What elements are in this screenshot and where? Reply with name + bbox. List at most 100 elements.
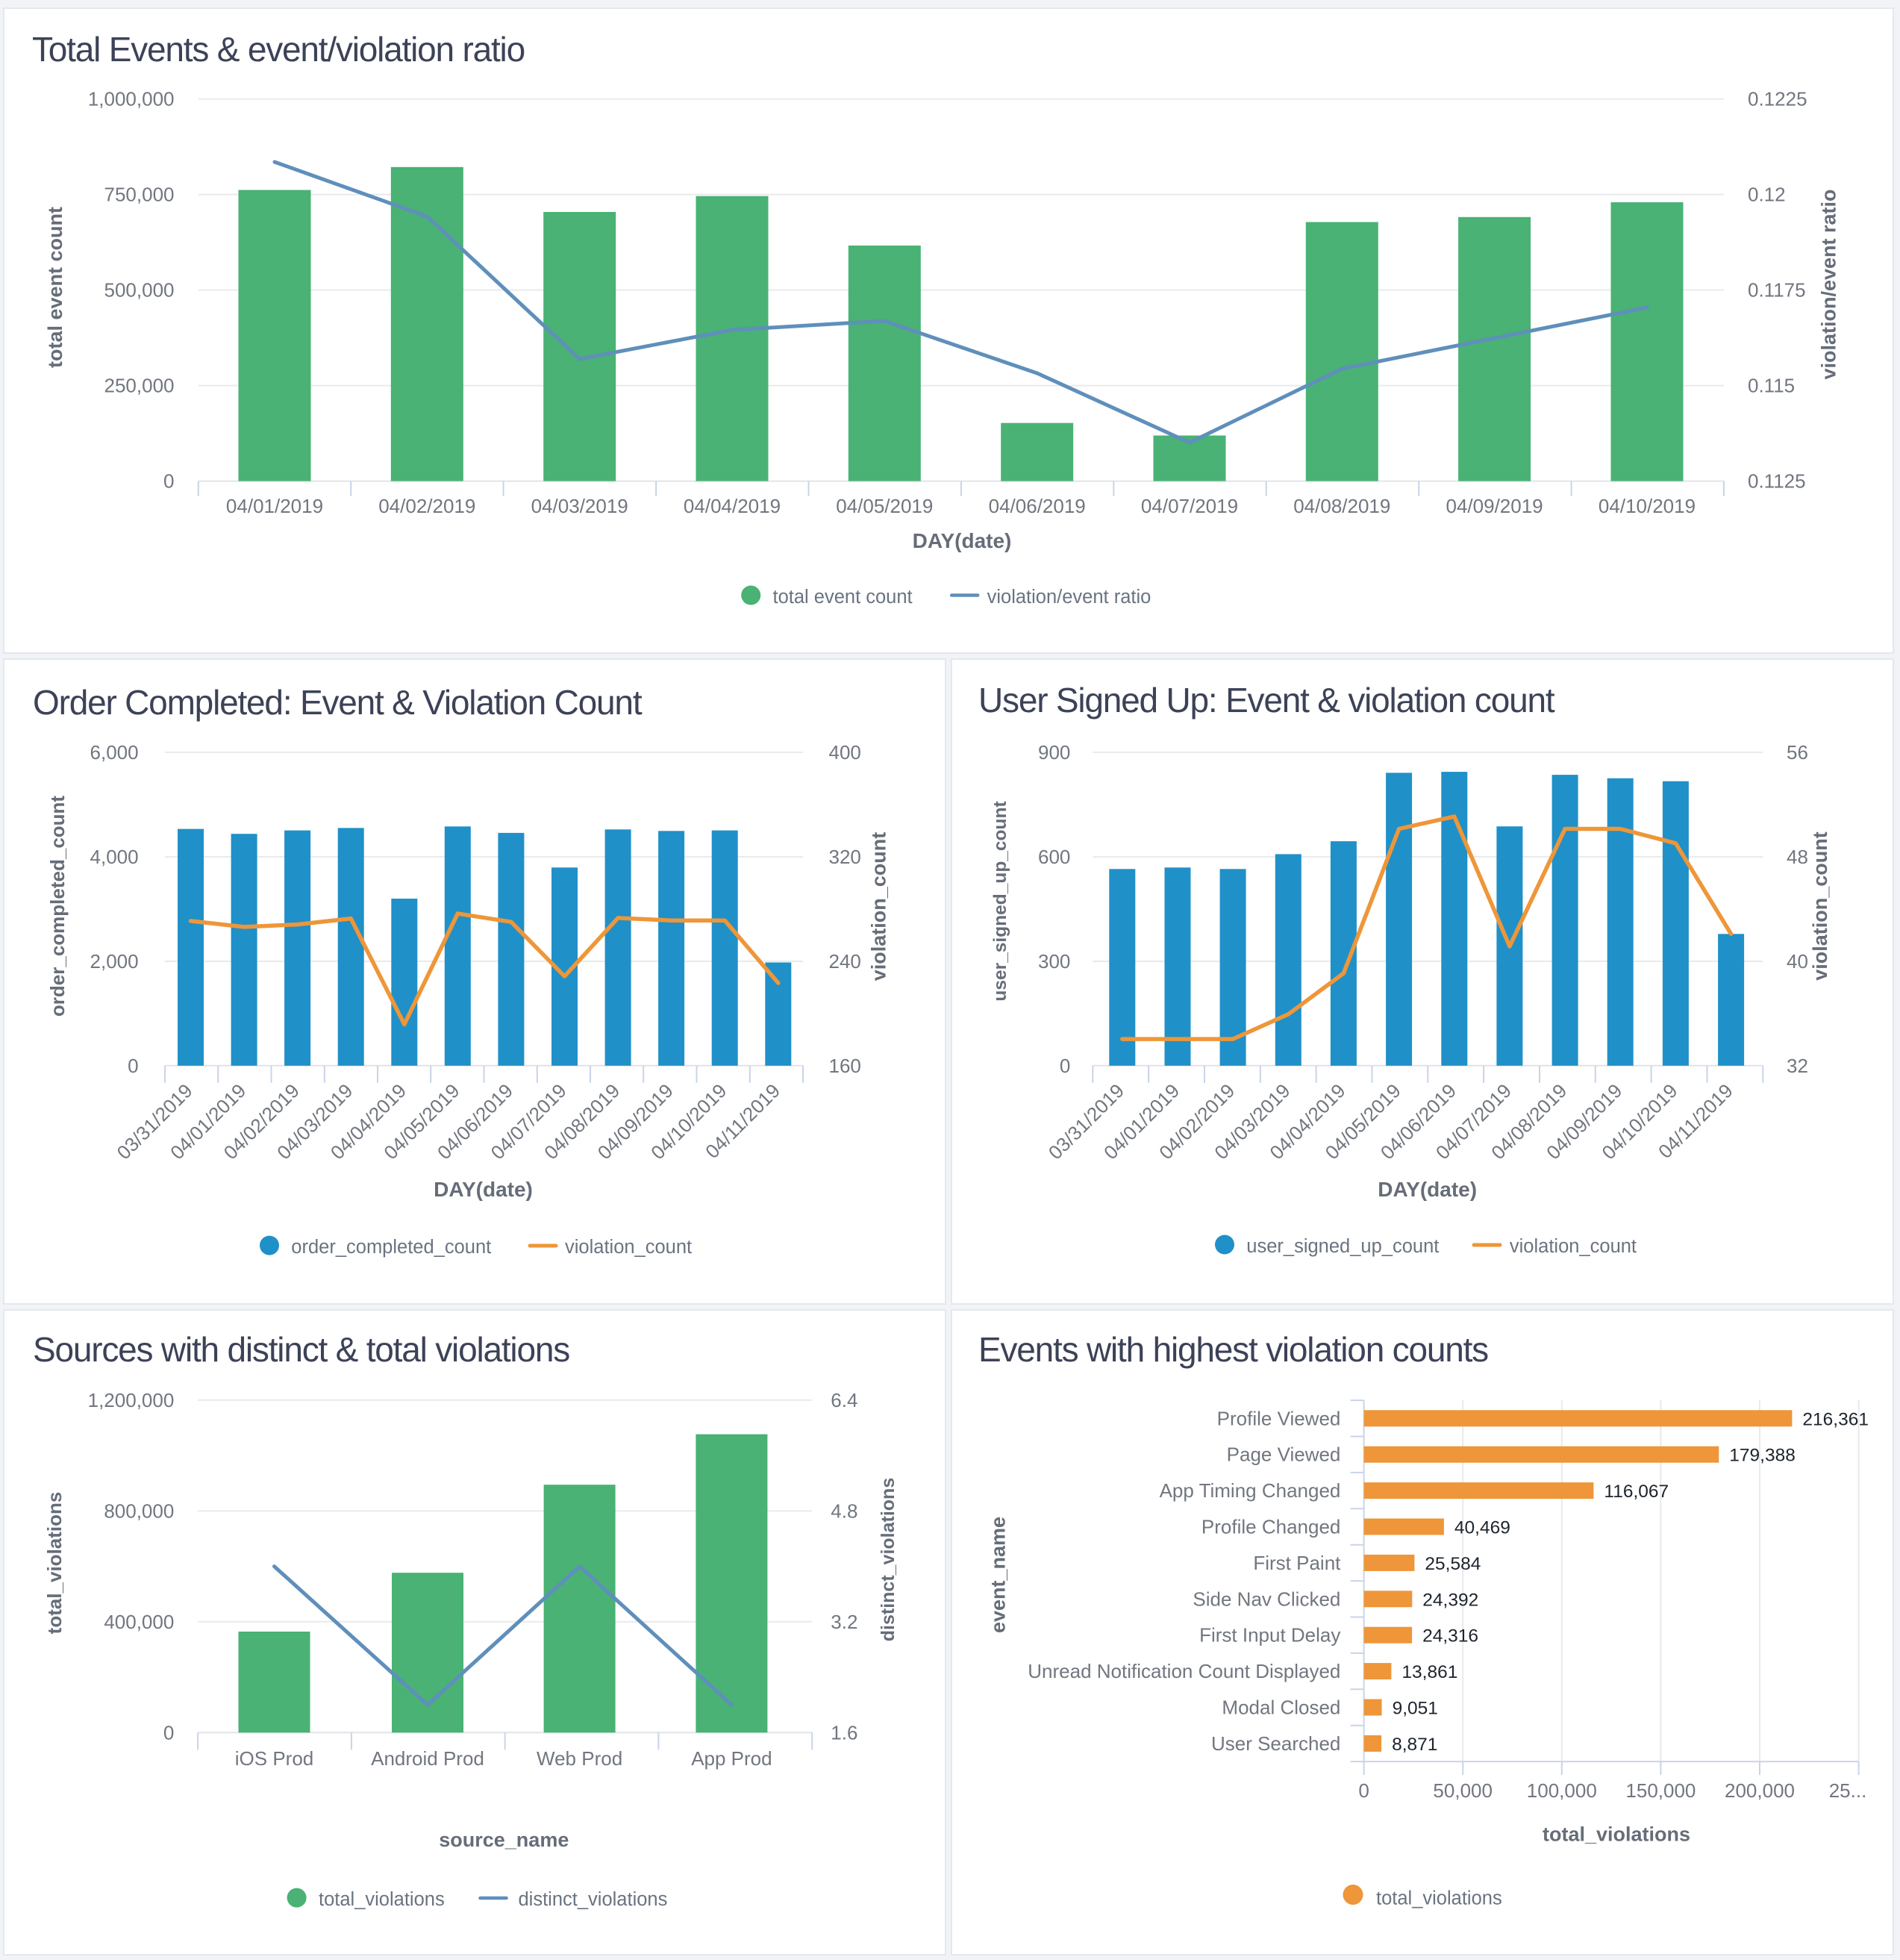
svg-text:13,861: 13,861 [1401,1662,1457,1682]
svg-text:total_violations: total_violations [319,1889,445,1910]
svg-text:0.1175: 0.1175 [1748,279,1806,302]
svg-text:Page Viewed: Page Viewed [1227,1444,1341,1466]
svg-text:04/10/2019: 04/10/2019 [1599,495,1696,517]
svg-text:600: 600 [1038,846,1070,868]
svg-text:1,200,000: 1,200,000 [88,1389,175,1411]
svg-text:04/02/2019: 04/02/2019 [378,495,475,517]
svg-text:4,000: 4,000 [90,846,139,868]
svg-text:100,000: 100,000 [1527,1779,1597,1802]
svg-text:First Input Delay: First Input Delay [1199,1624,1340,1647]
svg-text:200,000: 200,000 [1725,1779,1795,1802]
svg-text:3.2: 3.2 [831,1611,857,1633]
svg-text:distinct_violations: distinct_violations [519,1889,668,1910]
svg-text:order_completed_count: order_completed_count [291,1237,491,1258]
svg-text:04/07/2019: 04/07/2019 [1141,495,1238,517]
svg-text:0.1225: 0.1225 [1748,88,1807,110]
svg-text:04/08/2019: 04/08/2019 [1293,495,1390,517]
svg-text:56: 56 [1787,741,1808,764]
svg-text:500,000: 500,000 [104,279,175,302]
svg-text:4.8: 4.8 [831,1499,857,1522]
svg-text:Sources with distinct & total: Sources with distinct & total violations [33,1330,569,1369]
svg-text:25,584: 25,584 [1425,1554,1481,1574]
svg-text:source_name: source_name [439,1829,569,1851]
svg-text:Side Nav Clicked: Side Nav Clicked [1193,1588,1340,1610]
svg-text:0.115: 0.115 [1748,375,1795,397]
svg-text:50,000: 50,000 [1433,1779,1493,1802]
svg-text:iOS Prod: iOS Prod [235,1747,314,1770]
svg-text:800,000: 800,000 [104,1499,174,1522]
svg-text:400: 400 [829,741,861,764]
svg-text:0.12: 0.12 [1748,184,1786,206]
svg-text:user_signed_up_count: user_signed_up_count [1246,1236,1439,1257]
svg-text:400,000: 400,000 [104,1611,174,1633]
svg-text:179,388: 179,388 [1729,1446,1796,1466]
svg-text:900: 900 [1038,741,1070,764]
svg-text:04/09/2019: 04/09/2019 [1446,495,1543,517]
svg-text:6.4: 6.4 [831,1389,857,1411]
svg-text:9,051: 9,051 [1393,1699,1438,1719]
svg-text:violation/event ratio: violation/event ratio [1818,189,1840,379]
svg-text:300: 300 [1038,950,1070,973]
svg-text:04/06/2019: 04/06/2019 [989,495,1086,517]
svg-text:1,000,000: 1,000,000 [88,88,175,110]
svg-text:750,000: 750,000 [104,184,175,206]
svg-text:0: 0 [128,1055,138,1077]
svg-text:total_violations: total_violations [1376,1888,1502,1909]
svg-text:total event count: total event count [44,207,66,368]
svg-text:Profile Changed: Profile Changed [1201,1516,1340,1538]
svg-text:Total Events & event/violation: Total Events & event/violation ratio [32,30,525,69]
svg-text:total event count: total event count [773,587,913,608]
svg-text:violation_count: violation_count [868,832,890,981]
svg-text:Order Completed: Event & Viola: Order Completed: Event & Violation Count [33,683,643,722]
svg-text:total_violations: total_violations [43,1492,66,1635]
svg-text:User Signed Up: Event & violat: User Signed Up: Event & violation count [978,681,1555,720]
svg-text:240: 240 [829,950,861,973]
svg-text:0: 0 [163,1721,174,1744]
svg-text:6,000: 6,000 [90,741,139,764]
svg-text:24,316: 24,316 [1422,1626,1478,1647]
svg-text:DAY(date): DAY(date) [1378,1178,1477,1201]
svg-text:48: 48 [1787,846,1808,868]
svg-text:App Prod: App Prod [691,1747,772,1770]
svg-text:violation/event ratio: violation/event ratio [987,587,1151,608]
svg-text:total_violations: total_violations [1543,1823,1690,1846]
svg-text:Profile Viewed: Profile Viewed [1217,1407,1341,1429]
svg-text:Unread Notification Count Disp: Unread Notification Count Displayed [1028,1660,1340,1682]
svg-text:distinct_violations: distinct_violations [878,1478,899,1641]
svg-text:violation_count: violation_count [1510,1236,1637,1257]
svg-text:violation_count: violation_count [1809,831,1831,981]
svg-text:320: 320 [829,846,861,868]
svg-text:250,000: 250,000 [104,375,175,397]
svg-text:40,469: 40,469 [1454,1518,1510,1538]
svg-text:32: 32 [1787,1055,1808,1077]
svg-text:Android Prod: Android Prod [371,1747,484,1770]
svg-text:04/04/2019: 04/04/2019 [684,495,781,517]
svg-text:DAY(date): DAY(date) [434,1178,533,1201]
svg-text:0.1125: 0.1125 [1748,470,1806,493]
svg-text:216,361: 216,361 [1802,1409,1869,1429]
svg-text:violation_count: violation_count [565,1237,692,1258]
svg-text:40: 40 [1787,950,1808,973]
svg-text:04/05/2019: 04/05/2019 [836,495,933,517]
svg-text:User Searched: User Searched [1211,1732,1340,1755]
svg-text:user_signed_up_count: user_signed_up_count [990,801,1010,1001]
svg-text:24,392: 24,392 [1422,1590,1478,1610]
svg-text:Modal Closed: Modal Closed [1222,1697,1340,1719]
svg-text:Events with highest violation: Events with highest violation counts [978,1330,1488,1369]
svg-text:04/03/2019: 04/03/2019 [531,495,628,517]
svg-text:0: 0 [1060,1055,1070,1077]
svg-text:150,000: 150,000 [1625,1779,1696,1802]
svg-text:8,871: 8,871 [1392,1735,1437,1755]
svg-text:25...: 25... [1829,1779,1867,1802]
svg-text:1.6: 1.6 [831,1721,857,1744]
svg-text:160: 160 [829,1055,861,1077]
svg-text:App Timing Changed: App Timing Changed [1160,1479,1341,1502]
svg-text:2,000: 2,000 [90,950,139,973]
svg-text:0: 0 [163,470,174,493]
svg-text:Web Prod: Web Prod [537,1747,622,1770]
svg-text:First Paint: First Paint [1253,1552,1341,1574]
svg-text:0: 0 [1358,1779,1369,1802]
svg-text:event_name: event_name [987,1517,1010,1633]
svg-text:04/01/2019: 04/01/2019 [226,495,323,517]
svg-text:order_completed_count: order_completed_count [46,796,69,1017]
